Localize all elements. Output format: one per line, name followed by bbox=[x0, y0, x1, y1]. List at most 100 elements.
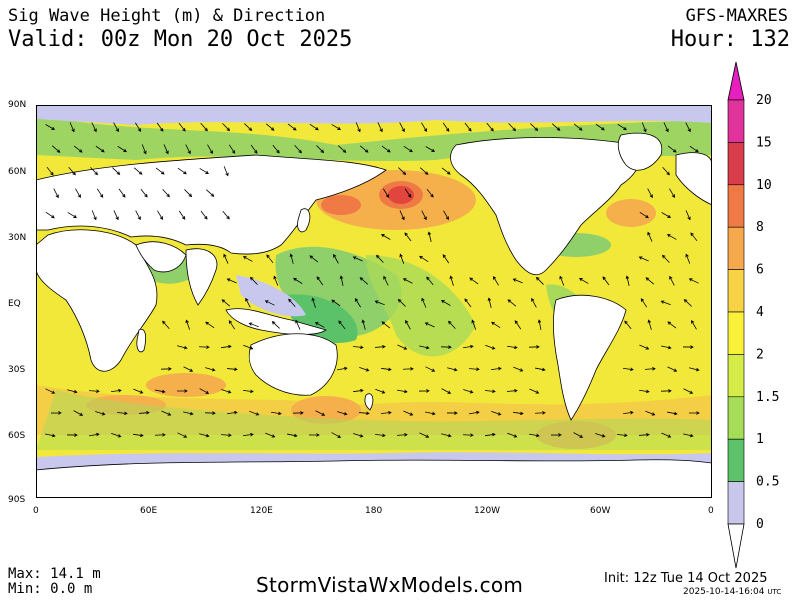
wave-direction-arrow bbox=[352, 388, 364, 393]
colorbar-labels: 20 15 10 8 6 4 2 1.5 1 0.5 0 bbox=[756, 93, 779, 532]
wave-direction-arrow bbox=[111, 432, 122, 438]
wave-direction-arrow bbox=[528, 345, 540, 349]
map-frame bbox=[36, 105, 712, 498]
colorbar-band bbox=[727, 226, 745, 270]
wave-direction-arrow bbox=[443, 210, 449, 221]
wave-direction-arrow bbox=[448, 320, 456, 329]
lat-label-30n: 30N bbox=[8, 233, 27, 243]
wave-direction-arrow bbox=[383, 188, 390, 198]
wave-direction-arrow bbox=[507, 432, 518, 438]
wave-direction-arrow bbox=[469, 277, 479, 285]
wave-direction-arrow bbox=[294, 145, 302, 154]
wave-direction-arrow bbox=[118, 188, 126, 198]
colorbar-label: 0 bbox=[756, 517, 764, 532]
wave-direction-arrow bbox=[595, 433, 606, 438]
wave-direction-arrow bbox=[337, 411, 348, 416]
wave-direction-arrow bbox=[486, 122, 494, 132]
wave-direction-arrow bbox=[396, 433, 408, 437]
wave-direction-arrow bbox=[223, 166, 229, 177]
wave-direction-arrow bbox=[645, 410, 656, 416]
south-america-land bbox=[553, 294, 627, 421]
wave-direction-arrow bbox=[135, 210, 141, 221]
wave-direction-arrow bbox=[471, 319, 477, 330]
wave-direction-arrow bbox=[381, 145, 391, 153]
model-name: GFS-MAXRES bbox=[685, 6, 788, 26]
wave-direction-arrow bbox=[359, 277, 369, 285]
wave-direction-arrow bbox=[185, 319, 191, 330]
wave-direction-arrow bbox=[183, 366, 194, 372]
wave-direction-arrow bbox=[644, 367, 656, 371]
wave-direction-arrow bbox=[374, 300, 385, 306]
wave-direction-arrow bbox=[68, 166, 76, 176]
wave-direction-arrow bbox=[207, 144, 213, 155]
wave-direction-arrow bbox=[178, 122, 186, 132]
wave-direction-arrow bbox=[45, 433, 56, 438]
valid-time: Valid: 00z Mon 20 Oct 2025 bbox=[8, 27, 353, 52]
wave-direction-arrow bbox=[226, 367, 238, 372]
wave-direction-arrow bbox=[249, 276, 258, 285]
wave-direction-arrow bbox=[485, 344, 496, 350]
wave-direction-arrow bbox=[595, 123, 605, 131]
wave-direction-arrow bbox=[462, 433, 474, 437]
wave-direction-arrow bbox=[491, 410, 502, 416]
wave-direction-arrow bbox=[270, 411, 282, 416]
colorbar-label: 4 bbox=[756, 305, 764, 320]
japan-land bbox=[297, 208, 311, 233]
colorbar-band bbox=[727, 142, 745, 186]
colorbar-bands bbox=[727, 61, 745, 569]
wave-direction-arrow bbox=[685, 122, 691, 133]
wave-direction-arrow bbox=[141, 144, 147, 155]
min-value: Min: 0.0 m bbox=[8, 581, 93, 597]
wave-direction-arrow bbox=[638, 389, 650, 394]
wave-direction-arrow bbox=[418, 389, 430, 393]
wave-direction-arrow bbox=[667, 321, 677, 329]
wave-direction-arrow bbox=[507, 299, 517, 307]
wave-direction-arrow bbox=[462, 344, 474, 349]
wave-direction-arrow bbox=[683, 433, 694, 438]
wave-direction-arrow bbox=[89, 432, 100, 437]
wave-direction-arrow bbox=[309, 123, 319, 131]
lon-label-120w: 120W bbox=[474, 506, 501, 516]
wave-direction-arrow bbox=[138, 410, 150, 415]
wave-direction-arrow bbox=[535, 276, 544, 285]
wave-direction-arrow bbox=[96, 188, 104, 198]
wave-direction-arrow bbox=[397, 298, 406, 307]
wave-direction-arrow bbox=[403, 410, 414, 416]
wave-direction-arrow bbox=[133, 167, 143, 175]
wave-direction-arrow bbox=[46, 166, 54, 176]
wave-direction-arrow bbox=[419, 345, 430, 350]
wave-direction-arrow bbox=[183, 411, 194, 416]
max-value: Max: 14.1 m bbox=[8, 566, 101, 582]
wave-direction-arrow bbox=[157, 210, 164, 221]
wave-direction-arrow bbox=[177, 345, 188, 350]
wave-direction-arrow bbox=[249, 410, 260, 416]
wave-direction-arrow bbox=[358, 411, 370, 416]
colorbar-label: 15 bbox=[756, 135, 772, 150]
wave-direction-arrow bbox=[66, 433, 78, 437]
wave-direction-arrow bbox=[374, 344, 386, 349]
wave-direction-arrow bbox=[398, 167, 407, 176]
colorbar-label: 1.5 bbox=[756, 390, 779, 405]
wave-direction-arrow bbox=[464, 298, 472, 308]
wave-direction-arrow bbox=[512, 411, 524, 416]
wave-direction-arrow bbox=[73, 145, 83, 153]
wave-direction-arrow bbox=[221, 299, 231, 307]
wave-direction-arrow bbox=[666, 234, 677, 240]
wave-direction-arrow bbox=[88, 389, 100, 393]
madagascar-land bbox=[136, 328, 147, 353]
colorbar-bottom-triangle bbox=[727, 523, 745, 569]
wave-direction-arrow bbox=[669, 188, 676, 199]
wave-direction-arrow bbox=[248, 322, 259, 328]
antarctica-land bbox=[36, 459, 712, 498]
wave-direction-arrow bbox=[660, 300, 671, 306]
wave-direction-arrow bbox=[133, 388, 144, 394]
wave-direction-arrow bbox=[421, 210, 427, 221]
generated-stamp-utc: UTC bbox=[767, 588, 782, 596]
wave-direction-arrow bbox=[683, 388, 694, 394]
wave-direction-arrow bbox=[640, 298, 648, 308]
wave-direction-arrow bbox=[484, 432, 496, 437]
lon-label-120e: 120E bbox=[250, 506, 273, 516]
wave-direction-arrow bbox=[425, 411, 436, 416]
greenland-land bbox=[617, 132, 663, 171]
wave-direction-arrow bbox=[220, 433, 232, 437]
